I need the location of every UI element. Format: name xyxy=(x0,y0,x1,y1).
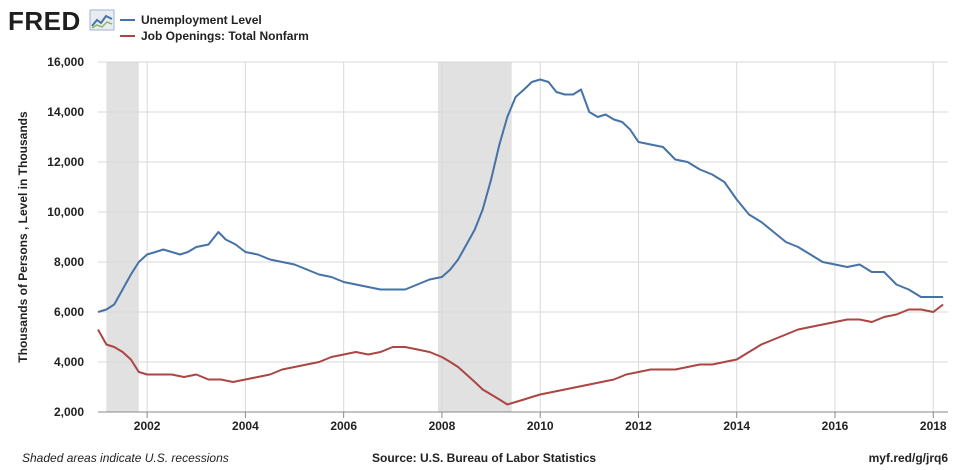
x-tick-label: 2016 xyxy=(822,419,849,433)
x-tick-label: 2014 xyxy=(723,419,750,433)
y-tick-label: 4,000 xyxy=(54,355,84,369)
x-tick-label: 2018 xyxy=(920,419,947,433)
y-axis-title: Thousands of Persons , Level in Thousand… xyxy=(16,111,30,363)
x-tick-label: 2004 xyxy=(232,419,259,433)
plot-area: 2,000 4,000 6,000 8,000 10,000 12,000 14,000 16… xyxy=(47,55,948,433)
series-lines xyxy=(97,78,944,406)
y-tick-label: 16,000 xyxy=(47,55,84,69)
series-line-job-openings xyxy=(97,303,944,406)
fred-graph-icon xyxy=(89,9,115,31)
fred-logo[interactable]: FRED xyxy=(8,6,81,36)
x-tick-label: 2010 xyxy=(527,419,554,433)
y-tick-label: 14,000 xyxy=(47,105,84,119)
x-tick-label: 2002 xyxy=(134,419,161,433)
recession-shading xyxy=(106,62,512,412)
axes: 2,000 4,000 6,000 8,000 10,000 12,000 14,000 16… xyxy=(47,55,948,433)
y-tick-label: 10,000 xyxy=(47,205,84,219)
y-tick-label: 12,000 xyxy=(47,155,84,169)
short-url[interactable]: myf.red/g/jrq6 xyxy=(869,451,949,465)
y-tick-label: 6,000 xyxy=(54,305,84,319)
x-tick-label: 2006 xyxy=(330,419,357,433)
recession-band xyxy=(106,62,139,412)
grid xyxy=(98,61,948,413)
legend: Unemployment Level Job Openings: Total No… xyxy=(120,13,309,43)
y-tick-label: 2,000 xyxy=(54,405,84,419)
legend-label: Job Openings: Total Nonfarm xyxy=(141,29,309,43)
footer: Shaded areas indicate U.S. recessions So… xyxy=(22,451,948,465)
series-line-unemployment xyxy=(97,78,944,313)
y-tick-label: 8,000 xyxy=(54,255,84,269)
source-note: Source: U.S. Bureau of Labor Statistics xyxy=(372,451,596,465)
recession-note: Shaded areas indicate U.S. recessions xyxy=(22,451,229,465)
legend-label: Unemployment Level xyxy=(141,13,262,27)
header: FRED Unemployment Level Job Openings: Tot… xyxy=(8,6,309,43)
x-tick-label: 2012 xyxy=(625,419,652,433)
recession-band xyxy=(438,62,512,412)
x-tick-label: 2008 xyxy=(429,419,456,433)
